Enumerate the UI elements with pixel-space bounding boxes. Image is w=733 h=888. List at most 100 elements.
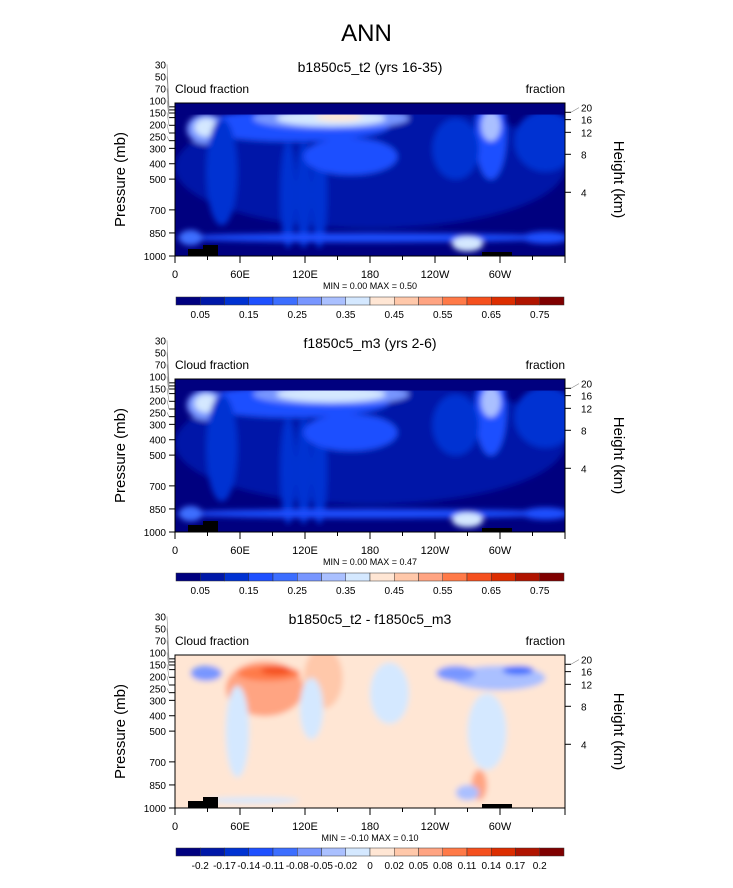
right-axis-label: Height (km) xyxy=(610,417,627,495)
contour-region xyxy=(303,138,398,175)
y-tick-label: 400 xyxy=(149,436,166,447)
y-tick-leader xyxy=(166,400,170,410)
colorbar-box xyxy=(175,847,201,857)
y-tick-label: 100 xyxy=(149,648,166,659)
y-tick-label: 70 xyxy=(155,360,167,371)
colorbar-label: 0.35 xyxy=(336,310,356,321)
contour-region xyxy=(225,685,250,778)
x-tick-label: 180 xyxy=(361,821,379,833)
contour-region xyxy=(432,118,480,180)
x-tick-label: 60W xyxy=(489,821,512,833)
contour-region xyxy=(481,110,501,142)
right-label: fraction xyxy=(526,634,565,648)
colorbar-box xyxy=(321,296,346,306)
colorbar-box xyxy=(466,296,492,306)
contour-region xyxy=(206,797,300,804)
colorbar-box xyxy=(515,847,540,857)
colorbar-label: 0.75 xyxy=(530,586,550,597)
x-tick-label: 60W xyxy=(489,269,512,281)
y-tick-label: 150 xyxy=(149,660,166,671)
colorbar-label: 0 xyxy=(367,861,373,872)
y-tick-leader xyxy=(166,652,170,670)
y-tick-leader xyxy=(166,376,170,394)
y-tick-label: 50 xyxy=(155,72,167,83)
y-tick-leader xyxy=(166,88,170,114)
colorbar-label: 0.2 xyxy=(533,861,547,872)
y-tick-label: 30 xyxy=(155,336,167,347)
right-tick-label: 16 xyxy=(581,116,593,127)
colorbar-box xyxy=(345,296,371,306)
colorbar-box xyxy=(224,847,249,857)
colorbar-box xyxy=(394,572,419,582)
y-tick-label: 250 xyxy=(149,132,166,143)
colorbar-box xyxy=(466,847,492,857)
min-max-label: MIN = -0.10 MAX = 0.10 xyxy=(321,833,418,843)
colorbar-label: 0.25 xyxy=(288,586,308,597)
right-tick-label: 8 xyxy=(581,702,587,713)
y-axis-label: Pressure (mb) xyxy=(112,408,129,503)
colorbar-label: 0.05 xyxy=(191,586,211,597)
right-tick-label: 12 xyxy=(581,128,593,139)
right-tick-label: 4 xyxy=(581,464,587,475)
stratosphere-band xyxy=(175,103,565,115)
right-tick-leader xyxy=(570,659,580,665)
right-tick-label: 16 xyxy=(581,668,593,679)
x-tick-label: 60W xyxy=(489,545,512,557)
topography-andes xyxy=(482,804,512,808)
y-tick-label: 30 xyxy=(155,60,167,71)
y-tick-label: 100 xyxy=(149,96,166,107)
contour-region xyxy=(206,118,238,226)
right-tick-label: 4 xyxy=(581,188,587,199)
colorbar-box xyxy=(345,847,371,857)
y-tick-leader xyxy=(166,136,170,141)
x-tick-label: 0 xyxy=(172,545,178,557)
contour-blobs xyxy=(175,103,565,252)
x-tick-label: 0 xyxy=(172,269,178,281)
contour-region xyxy=(522,507,565,520)
right-tick-label: 20 xyxy=(581,380,593,391)
x-tick-label: 60E xyxy=(230,269,250,281)
right-tick-label: 4 xyxy=(581,740,587,751)
y-tick-leader xyxy=(166,364,170,390)
right-tick-leader xyxy=(570,107,580,113)
x-tick-label: 120E xyxy=(292,821,318,833)
colorbar-label: 0.35 xyxy=(336,586,356,597)
contour-region xyxy=(175,509,565,519)
x-tick-label: 120W xyxy=(421,545,450,557)
colorbar-label: -0.08 xyxy=(286,861,309,872)
y-tick-label: 250 xyxy=(149,684,166,695)
colorbar-box xyxy=(442,296,468,306)
y-tick-label: 200 xyxy=(149,672,166,683)
contour-region xyxy=(295,141,312,249)
right-axis-label: Height (km) xyxy=(610,141,627,219)
y-tick-label: 1000 xyxy=(144,528,167,539)
colorbar-label: 0.65 xyxy=(482,586,502,597)
y-tick-leader xyxy=(166,124,170,134)
contour-region xyxy=(467,693,507,770)
left-label: Cloud fraction xyxy=(175,82,249,96)
y-tick-leader xyxy=(166,100,170,118)
y-tick-leader xyxy=(166,76,170,110)
colorbar-box xyxy=(369,296,395,306)
panel-title: b1850c5_t2 - f1850c5_m3 xyxy=(289,611,452,627)
x-tick-label: 120W xyxy=(421,821,450,833)
y-tick-label: 70 xyxy=(155,636,167,647)
colorbar-label: 0.55 xyxy=(433,310,453,321)
right-tick-label: 16 xyxy=(581,392,593,403)
panel-1: b1850c5_t2 (yrs 16-35) Cloud fraction frac… xyxy=(112,59,627,321)
topography-africa xyxy=(188,797,218,808)
y-tick-label: 70 xyxy=(155,84,167,95)
colorbar-label: 0.14 xyxy=(482,861,502,872)
y-tick-leader xyxy=(166,664,170,678)
contour-region xyxy=(451,512,484,528)
colorbar-box xyxy=(491,572,516,582)
colorbar-label: 0.17 xyxy=(506,861,526,872)
x-tick-label: 180 xyxy=(361,269,379,281)
colorbar-label: 0.02 xyxy=(385,861,405,872)
colorbar-box xyxy=(321,847,346,857)
contour-region xyxy=(303,414,398,451)
y-axis-label: Pressure (mb) xyxy=(112,132,129,227)
contour-region xyxy=(178,229,203,246)
right-tick-leader xyxy=(570,383,580,389)
